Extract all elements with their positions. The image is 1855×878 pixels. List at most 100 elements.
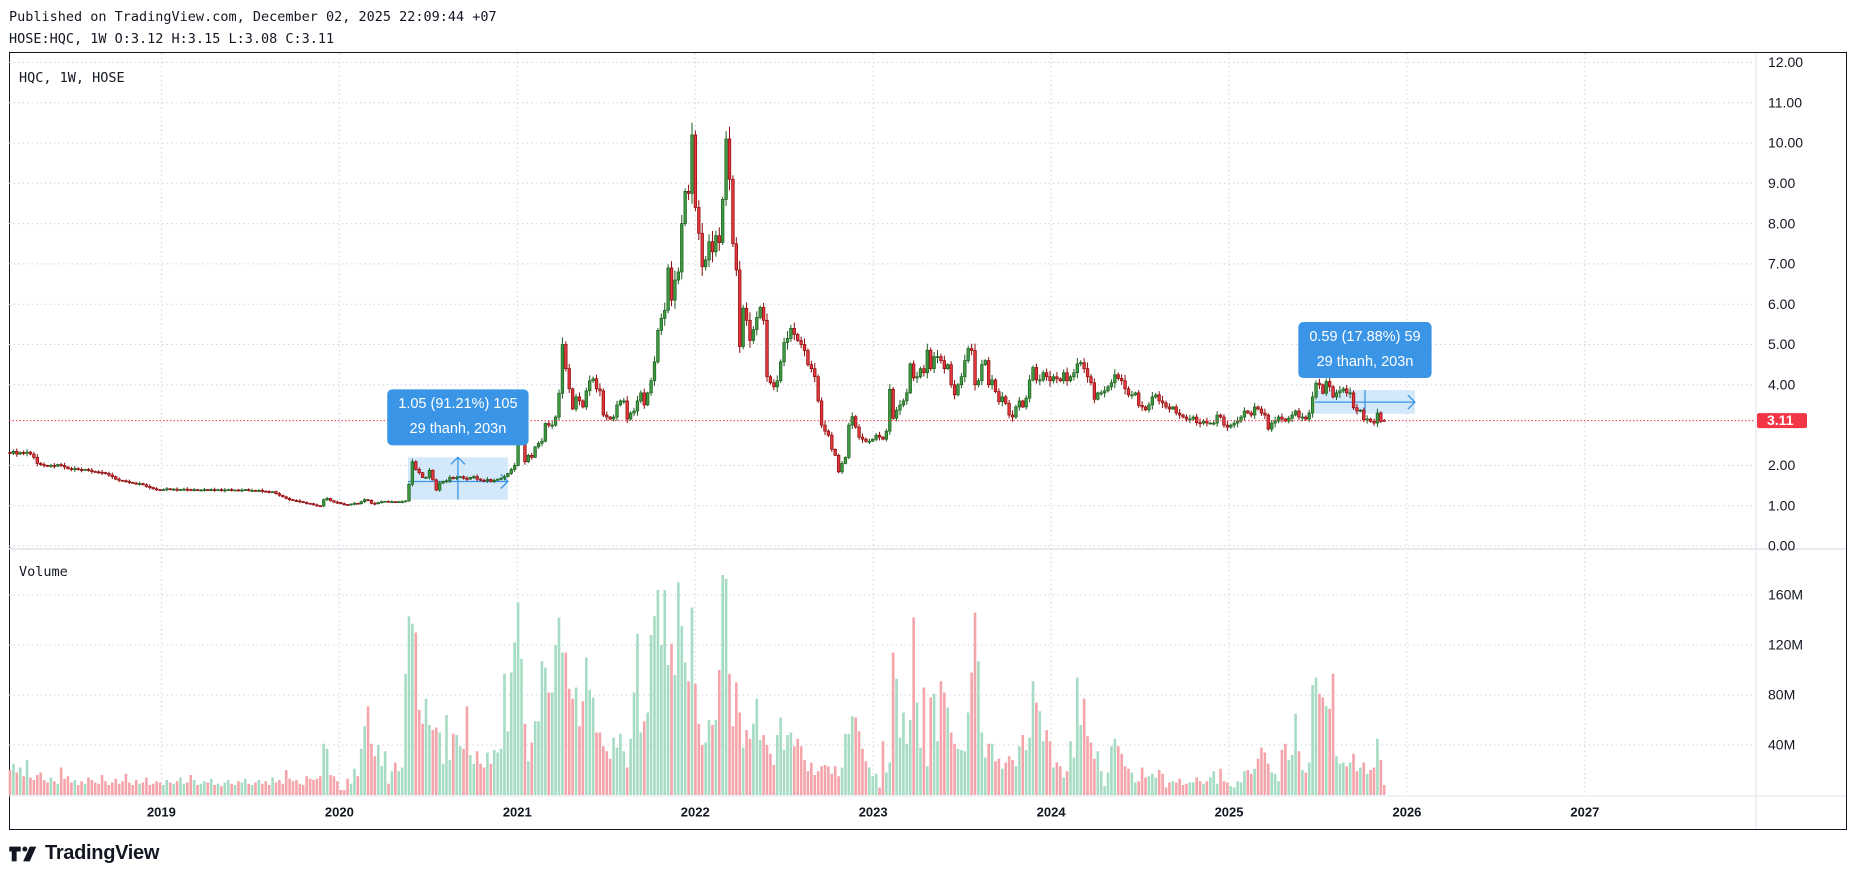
- candle: [45, 464, 50, 467]
- volume-bar: [1287, 760, 1291, 795]
- volume-bar: [387, 783, 390, 795]
- candle: [158, 489, 162, 491]
- candle: [120, 479, 125, 482]
- candle: [598, 383, 602, 397]
- volume-bar: [717, 670, 721, 795]
- candle: [864, 437, 868, 443]
- volume-bar: [936, 741, 939, 795]
- measure-label-background: [1298, 322, 1432, 379]
- candle-body: [669, 267, 674, 301]
- candle: [779, 359, 783, 383]
- candle-body: [540, 440, 544, 444]
- volume-bar: [182, 783, 186, 795]
- volume-bar: [680, 626, 684, 795]
- candle: [1345, 385, 1349, 397]
- volume-bar: [898, 737, 902, 795]
- candle-body: [369, 500, 374, 504]
- candle-body: [1174, 406, 1178, 414]
- volume-legend[interactable]: Volume: [19, 564, 68, 580]
- candle: [52, 462, 56, 469]
- candle-body: [332, 500, 336, 503]
- candle-body: [1310, 396, 1315, 414]
- volume-bar: [1093, 758, 1096, 795]
- candle-body: [1058, 378, 1062, 382]
- candle-body: [738, 269, 742, 347]
- volume-bar: [820, 766, 823, 795]
- candle: [230, 488, 234, 492]
- candle: [393, 501, 397, 504]
- candle: [635, 395, 640, 416]
- volume-bar: [509, 672, 513, 795]
- volume-bar: [608, 758, 612, 795]
- candle-body: [816, 376, 820, 402]
- candle-body: [1024, 397, 1028, 408]
- candle: [570, 387, 575, 411]
- volume-bar: [847, 733, 851, 795]
- volume-bar: [233, 785, 237, 795]
- candle-body: [690, 134, 694, 194]
- candle: [339, 501, 343, 505]
- volume-bar: [370, 743, 373, 795]
- volume-bar: [547, 692, 551, 795]
- candle: [983, 359, 987, 367]
- candle-body: [574, 396, 578, 410]
- candle-body: [455, 477, 459, 479]
- candle: [62, 462, 67, 470]
- volume-bar: [240, 782, 244, 795]
- volume-bar: [475, 751, 479, 795]
- volume-bar: [216, 783, 220, 795]
- volume-bar: [1007, 756, 1011, 795]
- tradingview-footer[interactable]: TradingView: [9, 842, 159, 865]
- candle: [107, 471, 111, 477]
- candle: [871, 438, 875, 443]
- volume-bar: [878, 787, 881, 795]
- candle-body: [888, 388, 892, 432]
- candle-body: [485, 479, 490, 482]
- candle-body: [700, 232, 704, 268]
- volume-bar: [602, 746, 605, 795]
- candle: [1055, 372, 1059, 384]
- volume-bar: [605, 751, 609, 795]
- candle-body: [243, 489, 247, 491]
- candle: [628, 411, 633, 421]
- candle-body: [175, 488, 179, 491]
- volume-bar: [373, 756, 377, 795]
- volume-bar: [663, 590, 667, 795]
- volume-bar: [1342, 762, 1345, 795]
- candle: [1362, 407, 1366, 423]
- volume-bar: [939, 681, 943, 795]
- candle: [697, 200, 701, 241]
- candle: [253, 489, 258, 492]
- candle-body: [366, 499, 370, 502]
- candle-body: [973, 350, 977, 386]
- volume-bar: [540, 661, 544, 795]
- candle: [993, 378, 998, 394]
- volume-bar: [1113, 738, 1117, 795]
- candle-body: [717, 235, 721, 243]
- candle-body: [1075, 363, 1079, 374]
- candle-body: [1150, 396, 1155, 406]
- candle-body: [663, 309, 667, 319]
- volume-bar: [793, 746, 796, 795]
- volume-bar: [915, 702, 919, 795]
- volume-bar: [100, 775, 104, 795]
- candle: [792, 322, 796, 341]
- series-legend[interactable]: HQC, 1W, HOSE: [19, 70, 125, 86]
- volume-bar: [980, 732, 984, 795]
- candle: [843, 456, 848, 465]
- volume-bar: [1185, 783, 1188, 795]
- candle-body: [1225, 424, 1230, 428]
- candle-body: [734, 243, 738, 271]
- volume-bar: [308, 778, 312, 795]
- arrow-up-icon: [450, 456, 466, 465]
- volume-bar: [632, 692, 636, 795]
- candle-body: [1304, 416, 1308, 420]
- candle: [1038, 374, 1042, 386]
- candle: [21, 450, 26, 456]
- volume-bar: [1151, 773, 1154, 795]
- volume-bar: [438, 732, 441, 795]
- candle: [291, 499, 295, 502]
- volume-bar: [1379, 760, 1383, 795]
- candle-body: [219, 489, 224, 491]
